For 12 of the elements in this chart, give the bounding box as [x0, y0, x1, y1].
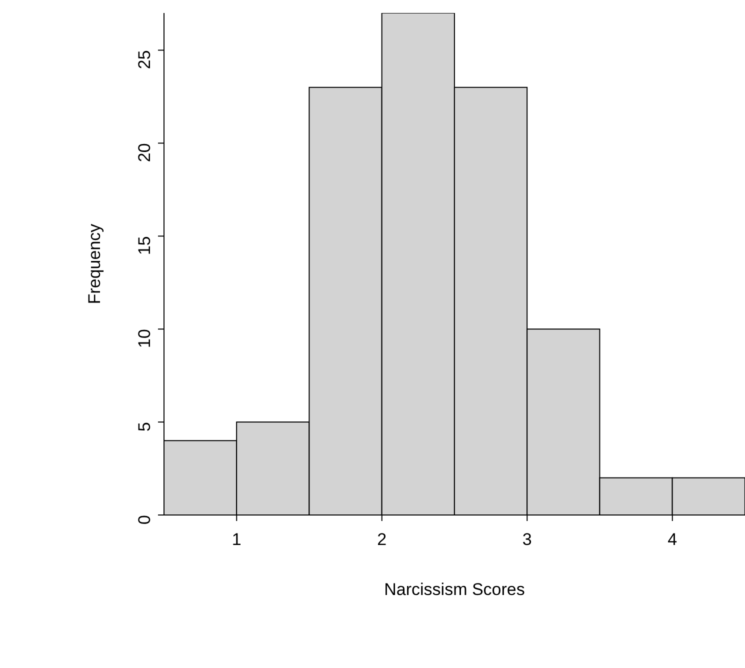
- y-tick-label: 5: [135, 422, 154, 432]
- y-tick-label: 0: [135, 515, 154, 524]
- x-tick-label: 3: [522, 530, 532, 550]
- x-tick-label: 4: [668, 530, 678, 550]
- x-tick-label: 2: [377, 530, 387, 550]
- y-tick-label: 15: [135, 236, 154, 256]
- y-axis-title: Frequency: [85, 223, 104, 304]
- x-axis-title: Narcissism Scores: [384, 580, 525, 599]
- y-tick-label: 25: [135, 50, 154, 70]
- y-tick-label: 10: [135, 329, 154, 348]
- y-tick-label: 20: [135, 143, 154, 162]
- x-tick-label: 1: [232, 530, 242, 550]
